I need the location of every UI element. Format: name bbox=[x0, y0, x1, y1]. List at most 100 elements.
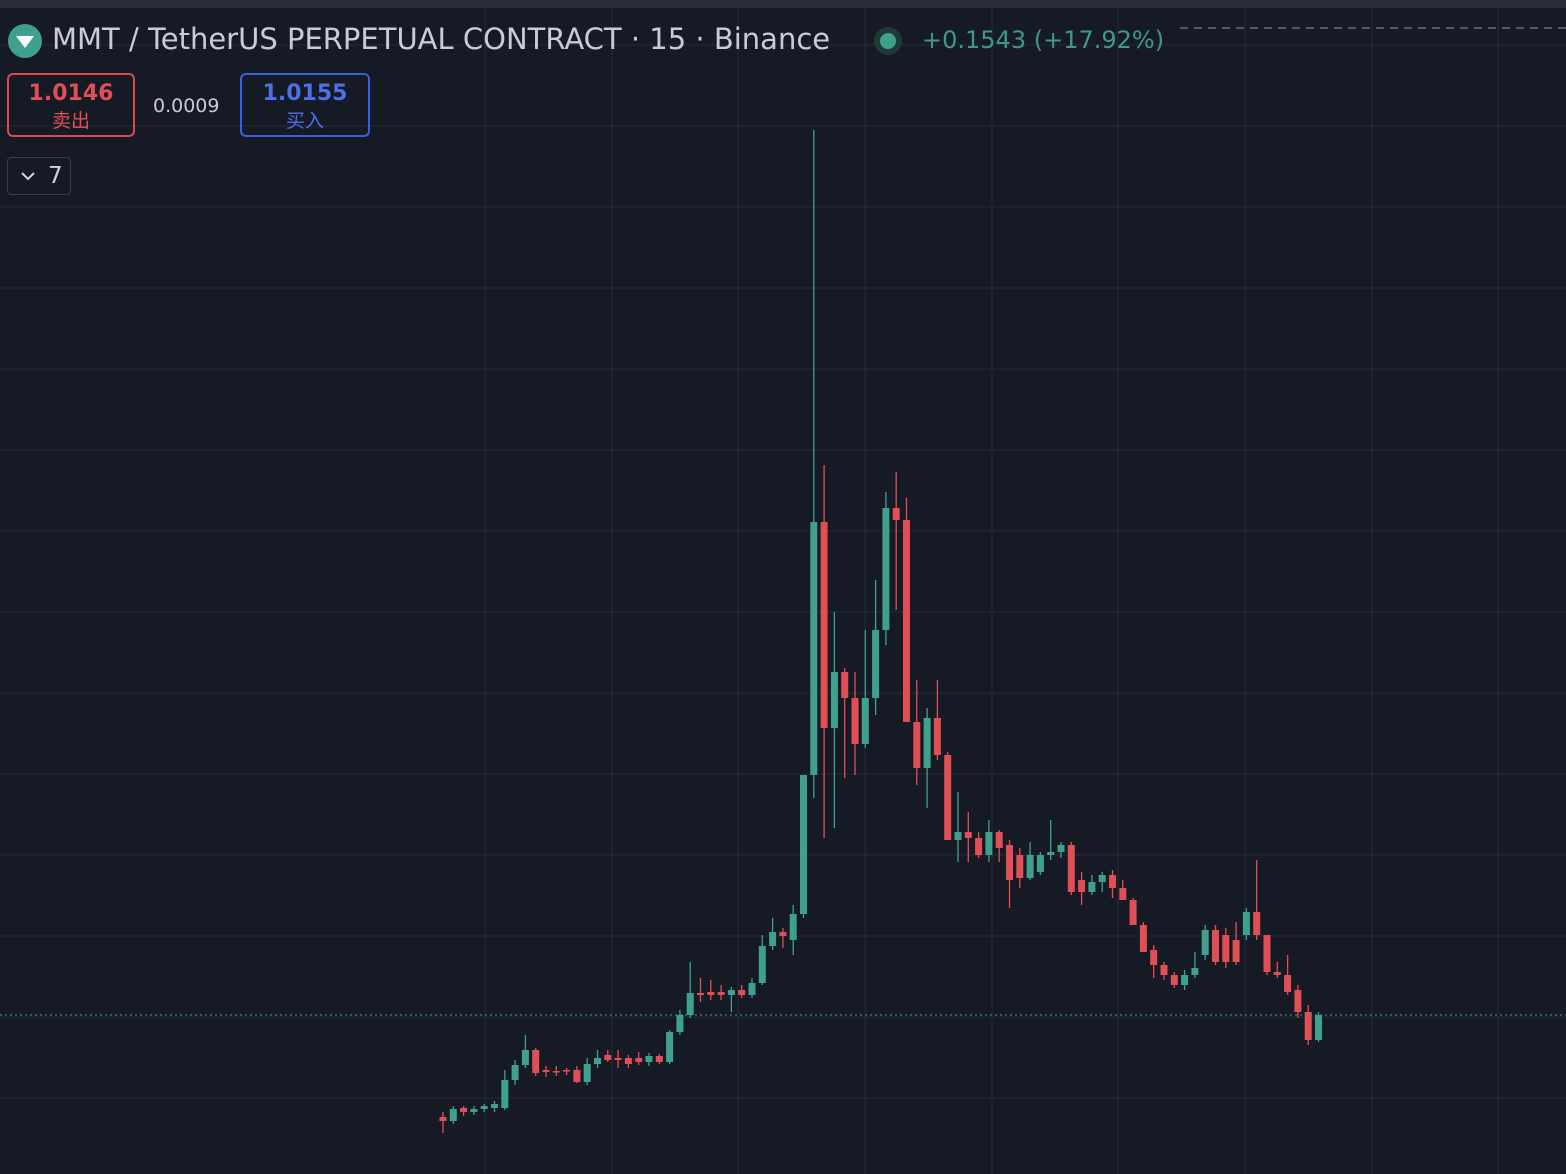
candle-body bbox=[1191, 968, 1199, 975]
candle-body bbox=[1109, 875, 1116, 888]
candle-body bbox=[1160, 965, 1168, 975]
sell-label: 卖出 bbox=[51, 110, 90, 132]
candle-body bbox=[635, 1058, 643, 1062]
candle-body bbox=[830, 672, 838, 728]
candle-body bbox=[800, 775, 807, 914]
indicator-count: 7 bbox=[48, 163, 63, 189]
candle-body bbox=[1016, 855, 1024, 878]
sell-price: 1.0146 bbox=[28, 81, 114, 106]
candle-body bbox=[697, 993, 704, 995]
candle-body bbox=[995, 832, 1003, 848]
candle-body bbox=[789, 914, 797, 940]
grid bbox=[0, 8, 1566, 1174]
candle-body bbox=[1088, 882, 1096, 892]
candle-body bbox=[717, 992, 725, 995]
candle-body bbox=[1273, 972, 1281, 975]
candle-body bbox=[501, 1080, 509, 1108]
candle-body bbox=[1181, 975, 1189, 985]
sell-button[interactable]: 1.0146 卖出 bbox=[7, 73, 135, 137]
candle-body bbox=[1212, 930, 1219, 962]
candle-body bbox=[1284, 975, 1292, 992]
candle-body bbox=[913, 722, 921, 768]
candle-body bbox=[1263, 935, 1271, 972]
candle-body bbox=[645, 1056, 653, 1062]
candle-body bbox=[903, 520, 910, 722]
candle-body bbox=[707, 992, 715, 995]
candle-body bbox=[1036, 855, 1044, 872]
candle-body bbox=[1047, 852, 1055, 855]
candle-body bbox=[882, 508, 890, 630]
candle-body bbox=[933, 718, 941, 755]
candle-body bbox=[1170, 975, 1178, 985]
symbol-title: MMT / TetherUS PERPETUAL CONTRACT · 15 ·… bbox=[52, 22, 831, 56]
candle-body bbox=[944, 755, 952, 840]
candle-body bbox=[923, 718, 931, 768]
candle-body bbox=[1294, 990, 1302, 1012]
candle-body bbox=[583, 1064, 591, 1082]
candle-body bbox=[1150, 950, 1158, 965]
candle-body bbox=[758, 946, 766, 983]
candle-body bbox=[1232, 940, 1240, 962]
candle-body bbox=[573, 1070, 581, 1082]
candle-body bbox=[511, 1065, 519, 1080]
candle-body bbox=[1222, 935, 1230, 962]
candle-body bbox=[1201, 930, 1209, 955]
status-dot bbox=[880, 33, 896, 49]
candle-body bbox=[1304, 1012, 1312, 1040]
candle-body bbox=[655, 1056, 663, 1062]
logo-mark bbox=[16, 36, 34, 48]
candle-body bbox=[1139, 925, 1147, 952]
price-change: +0.1543 (+17.92%) bbox=[922, 26, 1165, 54]
candle-body bbox=[594, 1058, 601, 1064]
candle-body bbox=[552, 1071, 560, 1073]
candle-body bbox=[1253, 912, 1261, 935]
candle-body bbox=[666, 1032, 674, 1062]
candle-body bbox=[563, 1070, 571, 1072]
candle-body bbox=[841, 672, 849, 698]
candle-body bbox=[964, 832, 972, 838]
candle-body bbox=[820, 522, 828, 728]
candle-body bbox=[861, 698, 869, 744]
candle-body bbox=[975, 838, 983, 855]
candle-body bbox=[676, 1015, 684, 1032]
candle-body bbox=[872, 630, 880, 698]
candle-body bbox=[1315, 1015, 1322, 1040]
spread: 0.0009 bbox=[153, 95, 220, 117]
candle-body bbox=[1078, 880, 1086, 892]
candle-body bbox=[1026, 855, 1034, 878]
chevron bbox=[21, 172, 35, 181]
candle-body bbox=[769, 932, 777, 946]
candle-body bbox=[1119, 888, 1127, 900]
candle-body bbox=[439, 1117, 447, 1121]
candle-body bbox=[449, 1109, 457, 1121]
buy-label: 买入 bbox=[285, 110, 324, 132]
candle-body bbox=[810, 522, 818, 775]
indicator-toggle[interactable]: 7 bbox=[7, 157, 71, 195]
candle-body bbox=[480, 1106, 488, 1109]
candle-body bbox=[532, 1050, 540, 1073]
candle-body bbox=[521, 1050, 529, 1065]
candle-body bbox=[686, 993, 694, 1015]
candle-body bbox=[604, 1055, 612, 1060]
candle-body bbox=[779, 932, 787, 936]
candle-body bbox=[1129, 900, 1137, 925]
candle-body bbox=[1067, 845, 1075, 892]
candle-body bbox=[727, 990, 735, 995]
candle-body bbox=[542, 1070, 550, 1072]
candle-body bbox=[851, 698, 859, 744]
candle-body bbox=[614, 1058, 622, 1060]
candle-body bbox=[1006, 845, 1013, 880]
buy-button[interactable]: 1.0155 买入 bbox=[240, 73, 370, 137]
candle-body bbox=[624, 1058, 632, 1064]
candle-body bbox=[470, 1109, 478, 1112]
candle-body bbox=[1057, 845, 1065, 852]
candle-body bbox=[491, 1104, 498, 1108]
candle-body bbox=[954, 832, 962, 840]
candle-body bbox=[1242, 912, 1250, 935]
candle-body bbox=[892, 508, 900, 520]
buy-price: 1.0155 bbox=[262, 81, 348, 106]
candle-body bbox=[738, 990, 746, 995]
candle-body bbox=[460, 1108, 468, 1112]
